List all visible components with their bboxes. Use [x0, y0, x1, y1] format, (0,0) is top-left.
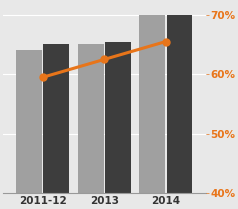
Bar	[16, 50, 42, 209]
Bar	[43, 45, 69, 209]
Bar	[105, 42, 131, 209]
Bar	[139, 15, 165, 209]
Bar	[78, 45, 104, 209]
Bar	[167, 15, 192, 209]
